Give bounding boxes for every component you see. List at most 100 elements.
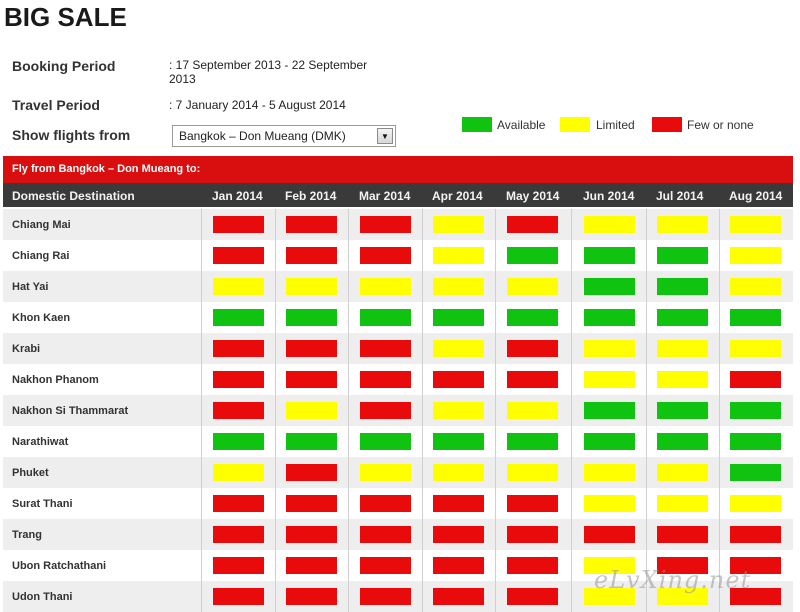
table-row: Nakhon Phanom <box>3 364 793 395</box>
availability-cell <box>730 309 781 326</box>
availability-cell <box>286 340 337 357</box>
column-separator <box>274 395 276 426</box>
availability-cell <box>584 557 635 574</box>
column-separator <box>495 209 496 240</box>
column-separator <box>348 302 349 333</box>
column-separator <box>274 240 276 271</box>
availability-cell <box>360 464 411 481</box>
availability-cell <box>213 309 264 326</box>
column-separator <box>495 271 496 302</box>
availability-cell <box>433 402 484 419</box>
availability-cell <box>507 340 558 357</box>
column-separator <box>645 426 647 457</box>
column-separator <box>201 209 202 240</box>
column-separator <box>201 519 202 550</box>
availability-cell <box>507 433 558 450</box>
column-separator <box>495 333 496 364</box>
header-month: Aug 2014 <box>729 189 783 203</box>
availability-cell <box>730 278 781 295</box>
column-separator <box>201 581 202 612</box>
chevron-down-icon[interactable]: ▼ <box>377 128 393 144</box>
availability-cell <box>433 278 484 295</box>
availability-cell <box>360 495 411 512</box>
availability-cell <box>730 402 781 419</box>
availability-cell <box>213 495 264 512</box>
availability-cell <box>657 278 708 295</box>
column-separator <box>274 426 276 457</box>
availability-cell <box>657 557 708 574</box>
column-separator <box>348 271 349 302</box>
availability-cell <box>433 495 484 512</box>
column-separator <box>570 302 572 333</box>
column-separator <box>201 333 202 364</box>
column-separator <box>645 364 647 395</box>
origin-select[interactable]: Bangkok – Don Mueang (DMK) ▼ <box>172 125 396 147</box>
availability-cell <box>213 464 264 481</box>
availability-cell <box>730 464 781 481</box>
availability-cell <box>657 495 708 512</box>
column-separator <box>718 302 720 333</box>
column-separator <box>570 240 572 271</box>
column-separator <box>495 302 496 333</box>
availability-cell <box>584 216 635 233</box>
availability-cell <box>657 247 708 264</box>
availability-cell <box>730 371 781 388</box>
availability-cell <box>360 433 411 450</box>
column-separator <box>201 426 202 457</box>
destination-name: Surat Thani <box>12 498 73 510</box>
availability-cell <box>507 216 558 233</box>
availability-cell <box>657 216 708 233</box>
column-separator <box>570 488 572 519</box>
availability-cell <box>360 340 411 357</box>
column-separator <box>570 395 572 426</box>
availability-cell <box>730 433 781 450</box>
show-flights-from-label: Show flights from <box>12 127 131 143</box>
column-separator <box>274 271 276 302</box>
column-separator <box>570 333 572 364</box>
column-separator <box>645 581 647 612</box>
availability-cell <box>584 340 635 357</box>
table-row: Phuket <box>3 457 793 488</box>
availability-cell <box>657 464 708 481</box>
column-separator <box>421 364 423 395</box>
column-separator <box>645 395 647 426</box>
destination-name: Nakhon Si Thammarat <box>12 405 129 417</box>
header-month: Apr 2014 <box>432 189 483 203</box>
table-row: Trang <box>3 519 793 550</box>
availability-cell <box>584 433 635 450</box>
availability-cell <box>433 371 484 388</box>
column-separator <box>495 395 496 426</box>
column-separator <box>421 240 423 271</box>
column-separator <box>718 581 720 612</box>
column-separator <box>421 519 423 550</box>
column-separator <box>274 457 276 488</box>
table-banner: Fly from Bangkok – Don Mueang to: <box>3 156 793 183</box>
availability-cell <box>433 247 484 264</box>
availability-cell <box>507 495 558 512</box>
destination-name: Chiang Rai <box>12 250 70 262</box>
legend-swatch <box>560 117 590 132</box>
watermark: eLvXing.net <box>594 566 752 594</box>
table-row: Chiang Rai <box>3 240 793 271</box>
column-separator <box>645 209 647 240</box>
availability-cell <box>433 526 484 543</box>
availability-cell <box>286 278 337 295</box>
availability-cell <box>584 495 635 512</box>
availability-cell <box>730 526 781 543</box>
column-separator <box>645 457 647 488</box>
booking-period-label: Booking Period <box>12 58 116 74</box>
column-separator <box>201 271 202 302</box>
availability-cell <box>213 340 264 357</box>
availability-cell <box>286 464 337 481</box>
column-separator <box>274 519 276 550</box>
availability-cell <box>286 371 337 388</box>
availability-cell <box>584 464 635 481</box>
column-separator <box>348 209 349 240</box>
table-row: Krabi <box>3 333 793 364</box>
availability-cell <box>213 433 264 450</box>
column-separator <box>570 581 572 612</box>
column-separator <box>274 581 276 612</box>
availability-cell <box>360 309 411 326</box>
destination-name: Chiang Mai <box>12 219 71 231</box>
table-row: Udon Thani <box>3 581 793 612</box>
